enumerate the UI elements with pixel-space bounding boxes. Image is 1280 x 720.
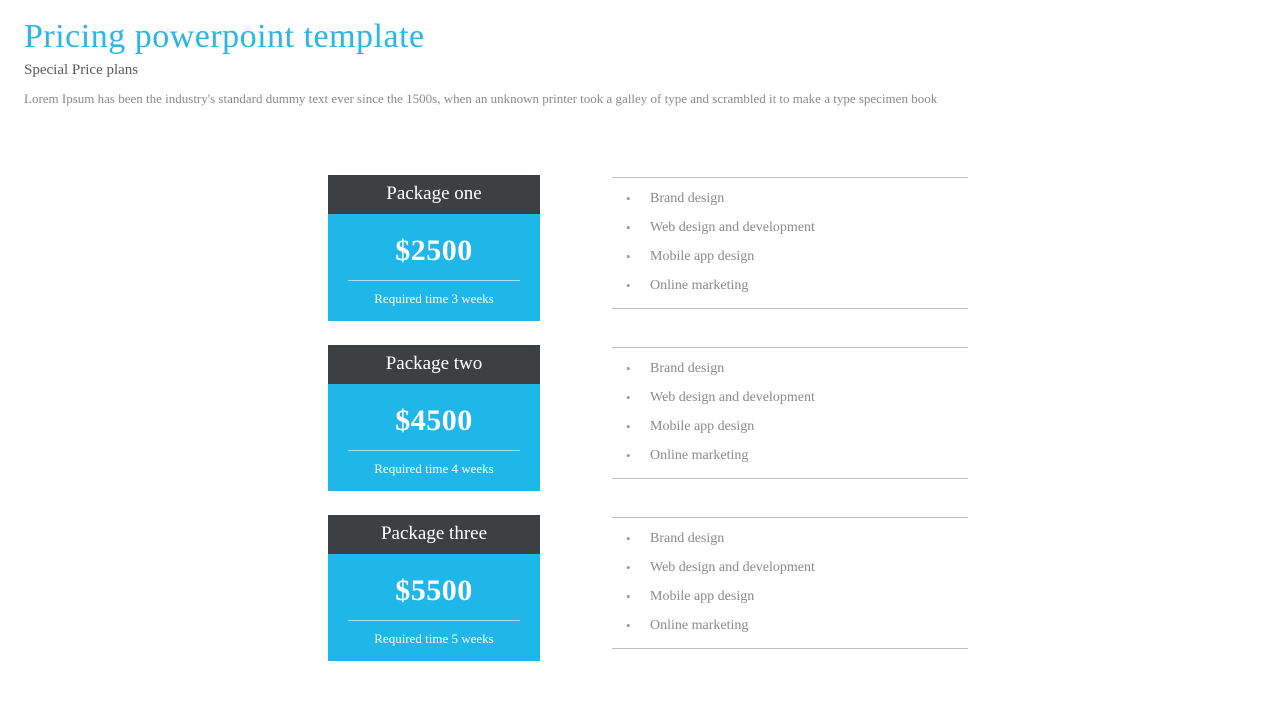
feature-item: Brand design bbox=[650, 192, 968, 206]
card-divider bbox=[348, 280, 520, 281]
pricing-card-three: Package three $5500 Required time 5 week… bbox=[328, 515, 540, 661]
card-body: $2500 Required time 3 weeks bbox=[328, 214, 540, 321]
feature-divider bbox=[612, 478, 968, 479]
card-time: Required time 3 weeks bbox=[344, 291, 524, 307]
feature-divider bbox=[612, 177, 968, 178]
feature-item: Web design and development bbox=[650, 391, 968, 405]
card-price: $5500 bbox=[344, 574, 524, 608]
feature-divider bbox=[612, 347, 968, 348]
card-time: Required time 5 weeks bbox=[344, 631, 524, 647]
feature-item: Web design and development bbox=[650, 561, 968, 575]
feature-divider bbox=[612, 517, 968, 518]
feature-item: Mobile app design bbox=[650, 590, 968, 604]
feature-item: Mobile app design bbox=[650, 250, 968, 264]
card-price: $4500 bbox=[344, 404, 524, 438]
card-price: $2500 bbox=[344, 234, 524, 268]
page-description: Lorem Ipsum has been the industry's stan… bbox=[24, 89, 1184, 109]
feature-divider bbox=[612, 308, 968, 309]
pricing-card-one: Package one $2500 Required time 3 weeks bbox=[328, 175, 540, 321]
card-divider bbox=[348, 450, 520, 451]
pricing-card-two: Package two $4500 Required time 4 weeks bbox=[328, 345, 540, 491]
card-time: Required time 4 weeks bbox=[344, 461, 524, 477]
package-row: Package three $5500 Required time 5 week… bbox=[328, 515, 968, 661]
feature-item: Online marketing bbox=[650, 449, 968, 463]
page-subtitle: Special Price plans bbox=[24, 62, 1256, 79]
feature-item: Brand design bbox=[650, 532, 968, 546]
feature-item: Mobile app design bbox=[650, 420, 968, 434]
card-title: Package two bbox=[328, 345, 540, 384]
pricing-content: Package one $2500 Required time 3 weeks … bbox=[328, 175, 968, 685]
feature-divider bbox=[612, 648, 968, 649]
package-row: Package one $2500 Required time 3 weeks … bbox=[328, 175, 968, 321]
card-divider bbox=[348, 620, 520, 621]
feature-list-one: Brand design Web design and development … bbox=[612, 175, 968, 309]
feature-item: Web design and development bbox=[650, 221, 968, 235]
feature-item: Online marketing bbox=[650, 279, 968, 293]
card-title: Package three bbox=[328, 515, 540, 554]
feature-list-three: Brand design Web design and development … bbox=[612, 515, 968, 649]
feature-item: Online marketing bbox=[650, 619, 968, 633]
card-body: $5500 Required time 5 weeks bbox=[328, 554, 540, 661]
feature-item: Brand design bbox=[650, 362, 968, 376]
card-title: Package one bbox=[328, 175, 540, 214]
header: Pricing powerpoint template Special Pric… bbox=[0, 0, 1280, 109]
package-row: Package two $4500 Required time 4 weeks … bbox=[328, 345, 968, 491]
card-body: $4500 Required time 4 weeks bbox=[328, 384, 540, 491]
page-title: Pricing powerpoint template bbox=[24, 18, 1256, 56]
feature-list-two: Brand design Web design and development … bbox=[612, 345, 968, 479]
